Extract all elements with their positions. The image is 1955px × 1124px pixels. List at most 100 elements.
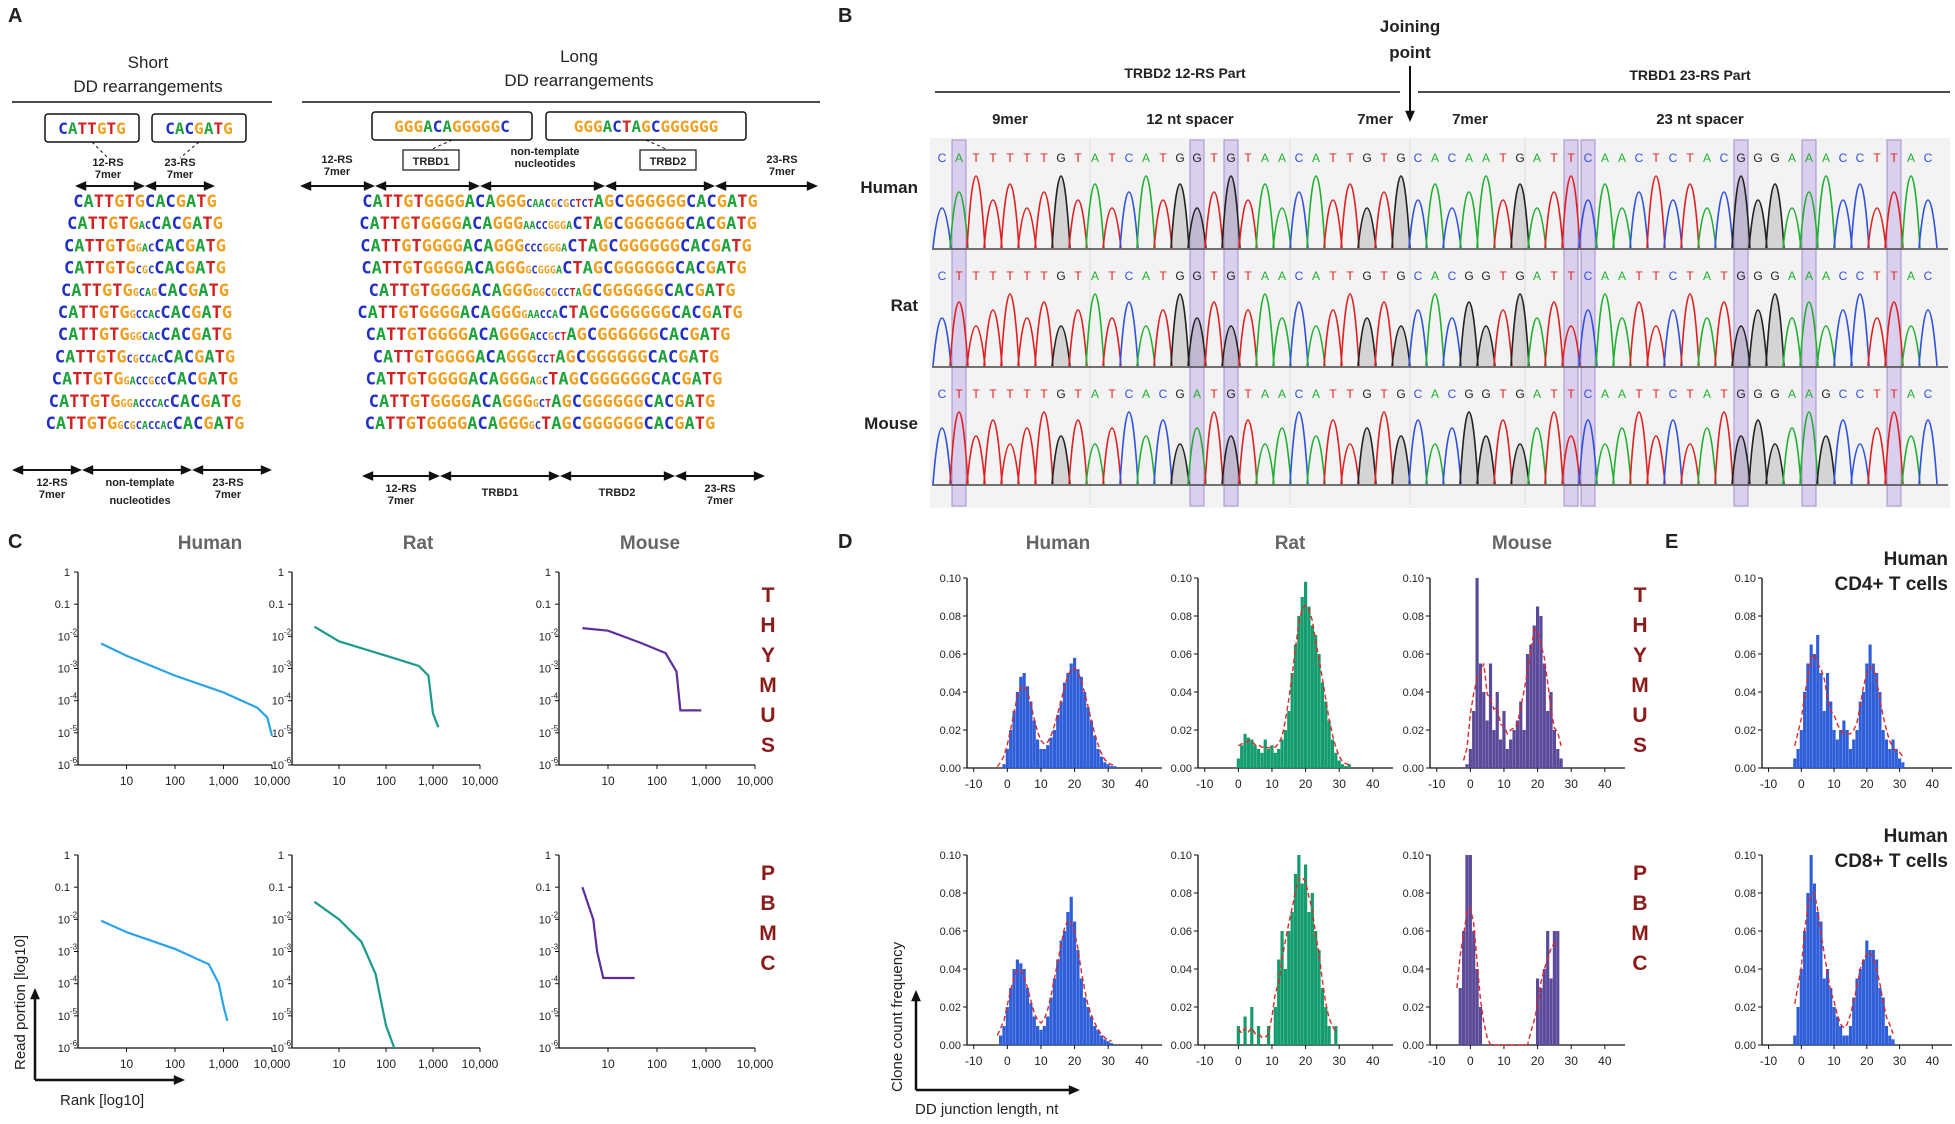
- nucleotide: G: [544, 266, 550, 277]
- c-x-tick: 1,000: [418, 774, 448, 788]
- pbmc-letter: P: [761, 862, 775, 885]
- d-bar: [1093, 735, 1097, 768]
- nucleotide: T: [378, 303, 388, 323]
- nucleotide: G: [499, 325, 509, 345]
- arrow-head: [133, 181, 145, 191]
- d-x-tick: 40: [1926, 1054, 1940, 1068]
- nucleotide: T: [410, 214, 420, 234]
- base-call: A: [1805, 387, 1813, 401]
- d-bar: [1525, 654, 1530, 768]
- d-x-tick: 0: [1467, 1054, 1474, 1068]
- nucleotide: G: [711, 236, 721, 256]
- base-call: A: [1431, 269, 1439, 283]
- d-bar: [1529, 644, 1533, 768]
- trace-peak: [983, 309, 1003, 367]
- c-x-tick: 1,000: [208, 1057, 238, 1071]
- trace-peak: [1187, 317, 1207, 367]
- trace-peak: [1000, 293, 1020, 367]
- base-call: T: [972, 269, 980, 283]
- nucleotide: C: [58, 303, 68, 323]
- c-y-tick-exp: -5: [70, 724, 78, 733]
- base-call: G: [1753, 387, 1762, 401]
- e-bar: [1855, 730, 1859, 768]
- nucleotide: G: [441, 214, 451, 234]
- d-bar: [1032, 1016, 1036, 1045]
- e-bar: [1875, 673, 1879, 768]
- trace-peak: [1425, 443, 1445, 485]
- nucleotide: C: [160, 325, 170, 345]
- d-y-tick: 0.02: [1403, 1002, 1424, 1014]
- d-bar: [1032, 720, 1036, 768]
- base-call: A: [1822, 269, 1830, 283]
- nucleotide: G: [569, 370, 579, 390]
- c-y-tick-exp: -4: [551, 975, 559, 984]
- nucleotide: A: [56, 414, 66, 434]
- d-bar: [1303, 864, 1308, 1045]
- e-bar: [1894, 749, 1898, 768]
- nucleotide: G: [676, 192, 686, 212]
- nucleotide: G: [649, 236, 659, 256]
- base-call: T: [955, 387, 963, 401]
- arrow-head: [911, 990, 921, 1002]
- trace-peak: [966, 325, 986, 367]
- base-call: T: [1040, 387, 1048, 401]
- d-bar: [1236, 1026, 1240, 1045]
- nucleotide: T: [695, 392, 705, 412]
- base-call: T: [1720, 269, 1728, 283]
- nucleotide: G: [589, 303, 599, 323]
- nucleotide: C: [365, 414, 375, 434]
- d-y-tick: 0.08: [940, 611, 961, 623]
- nucleotide: G: [442, 236, 452, 256]
- d-fit-curve: [996, 667, 1116, 768]
- species-title: Human: [1026, 533, 1090, 554]
- trace-peak: [1867, 207, 1887, 249]
- nucleotide: G: [583, 117, 593, 136]
- nucleotide: A: [175, 119, 185, 138]
- nucleotide: T: [224, 414, 234, 434]
- nucleotide: A: [201, 325, 211, 345]
- nucleotide: A: [71, 281, 81, 301]
- trace-peak: [1476, 325, 1496, 367]
- trace-peak: [1340, 443, 1360, 485]
- nucleotide: A: [527, 310, 533, 321]
- nucleotide: C: [691, 303, 701, 323]
- base-call: G: [1226, 387, 1235, 401]
- species-title: Rat: [1275, 533, 1306, 554]
- base-call: C: [1125, 269, 1134, 283]
- nucleotide: T: [737, 192, 747, 212]
- trace-peak: [1323, 199, 1343, 249]
- c-rank-curve: [313, 900, 396, 1049]
- base-call: T: [1074, 269, 1082, 283]
- trace-peak: [1017, 317, 1037, 367]
- c-y-tick: 1: [278, 567, 284, 579]
- nucleotide: C: [55, 347, 65, 367]
- nucleotide: C: [187, 370, 197, 390]
- d-ylabel: Clone count frequency: [889, 941, 906, 1092]
- nucleotide: G: [508, 414, 518, 434]
- nucleotide: T: [213, 119, 223, 138]
- base-call: T: [1499, 387, 1507, 401]
- nucleotide: A: [142, 243, 148, 254]
- nucleotide: A: [555, 347, 565, 367]
- nucleotide: C: [668, 347, 678, 367]
- nucleotide: G: [119, 303, 129, 323]
- nucleotide: C: [142, 377, 148, 388]
- nucleotide: G: [551, 288, 557, 299]
- nucleotide: G: [451, 392, 461, 412]
- motif-23rs: CACGATG: [165, 119, 232, 138]
- d-bar: [1099, 1035, 1104, 1045]
- trace-peak: [1102, 427, 1122, 485]
- nucleotide: C: [608, 236, 618, 256]
- nucleotide: G: [725, 281, 735, 301]
- nucleotide: G: [645, 192, 655, 212]
- d-bar: [1458, 988, 1462, 1045]
- d-bar: [1287, 711, 1291, 768]
- d-bar: [1337, 760, 1341, 768]
- nucleotide: T: [722, 303, 732, 323]
- nucleotide: A: [372, 192, 382, 212]
- highlight-column: [1563, 139, 1579, 507]
- nucleotide: G: [650, 303, 660, 323]
- motif-trbd2: GGGACTAGCGGGGGG: [574, 117, 719, 136]
- nucleotide: G: [182, 214, 192, 234]
- nucleotide: C: [470, 303, 480, 323]
